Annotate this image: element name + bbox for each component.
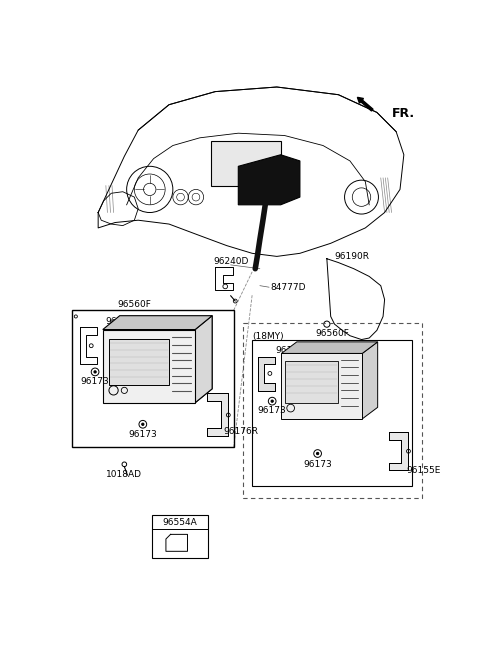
Text: 96173: 96173 [258,406,287,415]
Text: 96173: 96173 [129,430,157,439]
Polygon shape [238,155,300,205]
Bar [103,330,195,402]
Bar [252,340,412,486]
Bar [243,323,421,498]
Text: 96173: 96173 [81,376,109,386]
Text: 96173: 96173 [303,460,332,469]
Text: 96240D: 96240D [213,257,248,266]
Bar [285,361,337,404]
Polygon shape [258,356,275,391]
Polygon shape [195,316,212,402]
Text: 96554A: 96554A [162,518,197,527]
Bar [72,310,234,447]
Bar [152,515,207,558]
Text: FR.: FR. [392,107,415,120]
Text: 96560F: 96560F [315,329,349,338]
Text: 96176L: 96176L [106,317,140,325]
Polygon shape [389,432,408,470]
Bar [211,141,281,185]
Text: 96155D: 96155D [275,346,311,355]
Text: 96190R: 96190R [335,252,370,261]
Text: 1018AD: 1018AD [107,470,143,479]
Circle shape [271,400,273,402]
Text: 84777D: 84777D [271,283,306,292]
Text: 96155E: 96155E [406,466,441,475]
Circle shape [94,371,96,373]
Text: 96176R: 96176R [223,428,258,437]
Bar [281,353,362,419]
Polygon shape [281,342,378,353]
Bar [109,339,169,385]
Circle shape [142,423,144,426]
Polygon shape [362,342,378,419]
Text: 96560F: 96560F [118,299,151,308]
Polygon shape [103,316,212,330]
Circle shape [316,452,319,455]
FancyArrow shape [358,97,373,111]
Polygon shape [207,393,228,436]
Text: (18MY): (18MY) [252,332,284,341]
